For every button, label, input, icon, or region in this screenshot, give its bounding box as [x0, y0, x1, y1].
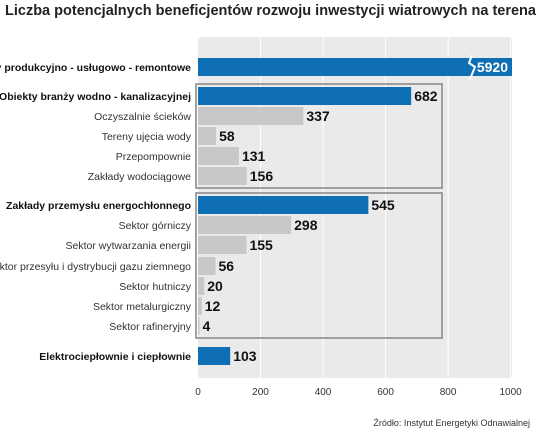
- category-label: Sektor rafineryjny: [109, 321, 191, 333]
- data-bar: [198, 196, 369, 214]
- data-label: 12: [205, 298, 221, 314]
- category-label: Sektor wytwarzania energii: [66, 240, 191, 252]
- data-label: 103: [233, 348, 257, 364]
- data-label: 56: [219, 258, 235, 274]
- axis-break-mark: [467, 54, 477, 80]
- data-bar: [198, 87, 412, 105]
- category-label: Elektrociepłownie i ciepłownie: [39, 351, 191, 363]
- data-bar: [198, 277, 205, 295]
- data-label: 20: [207, 278, 223, 294]
- x-tick-label: 600: [377, 387, 394, 398]
- chart-title: Liczba potencjalnych beneficjentów rozwo…: [5, 3, 536, 19]
- data-bar: [198, 317, 200, 335]
- x-tick-label: 400: [315, 387, 332, 398]
- x-tick-label: 0: [195, 387, 201, 398]
- data-bar: [198, 58, 512, 76]
- data-bar: [198, 236, 247, 254]
- data-label: 337: [306, 108, 330, 124]
- data-bar: [198, 257, 216, 275]
- data-label: 4: [203, 318, 211, 334]
- data-label: 545: [371, 197, 395, 213]
- data-bar: [198, 297, 202, 315]
- group-frame: [195, 83, 443, 189]
- x-tick-label: 800: [440, 387, 457, 398]
- data-label: 131: [242, 148, 266, 164]
- category-label: Sektor hutniczy: [119, 281, 192, 293]
- category-label: Tereny ujęcia wody: [102, 131, 192, 143]
- group-frame: [195, 192, 443, 339]
- category-label: Sektor metalurgiczny: [93, 301, 192, 313]
- data-bar: [198, 147, 239, 165]
- category-label: Sektor przesyłu i dystrybucji gazu ziemn…: [0, 261, 191, 273]
- x-tick-label: 1000: [499, 387, 522, 398]
- data-label: 156: [250, 168, 274, 184]
- category-label: Przepompownie: [116, 151, 191, 163]
- data-label: 298: [294, 217, 318, 233]
- data-bar: [198, 347, 231, 365]
- category-label: Zakłady wodociągowe: [88, 171, 191, 183]
- plot-area: 0 200 400 600 800 1000 Zakłady produkcyjno - u…: [0, 37, 522, 398]
- category-label: Oczyszalnie ścieków: [94, 111, 191, 123]
- data-label: 5920: [477, 59, 508, 75]
- data-bar: [198, 216, 292, 234]
- data-label: 58: [219, 128, 235, 144]
- data-bar: [198, 167, 247, 185]
- data-bar: [198, 127, 217, 145]
- category-label: Zakłady przemysłu energochłonnego: [6, 200, 191, 212]
- category-label: Sektor górniczy: [119, 220, 192, 232]
- category-label: Zakłady produkcyjno - usługowo - remonto…: [0, 62, 191, 74]
- chart-source: Źródło: Instytut Energetyki Odnawialnej: [373, 418, 530, 428]
- data-label: 682: [414, 88, 438, 104]
- data-bar: [198, 107, 304, 125]
- category-label: Obiekty branży wodno - kanalizacyjnej: [0, 91, 191, 103]
- x-tick-label: 200: [252, 387, 269, 398]
- data-label: 155: [249, 237, 273, 253]
